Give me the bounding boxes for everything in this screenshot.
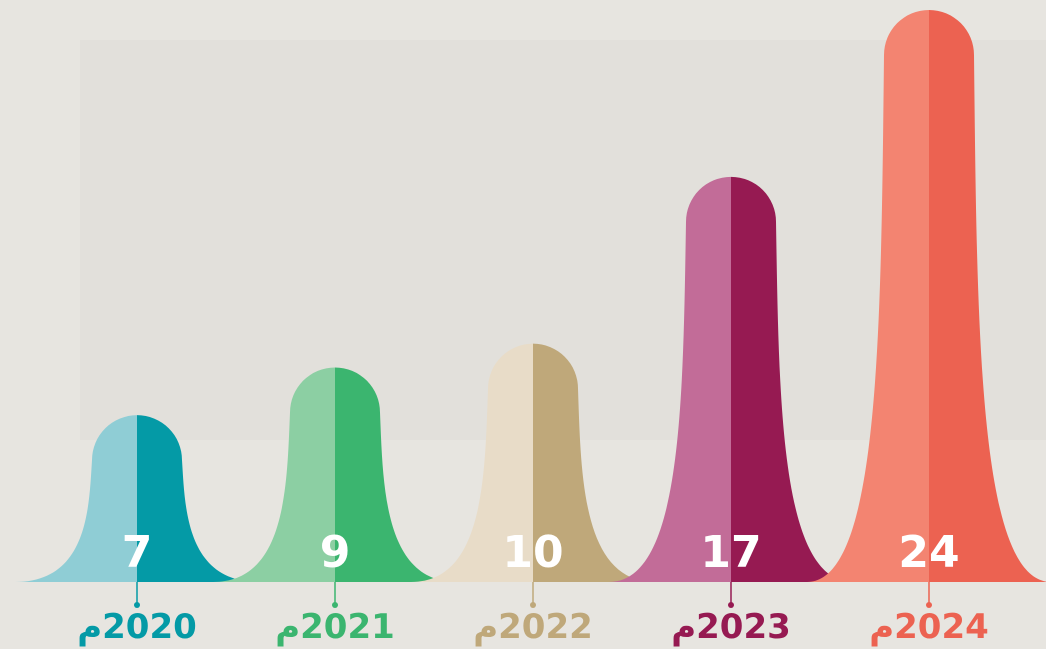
connector-dot <box>530 602 536 608</box>
category-label: 2020م <box>77 607 197 647</box>
connector-dot <box>134 602 140 608</box>
category-label: 2024م <box>869 607 989 647</box>
bell-left <box>15 415 137 582</box>
category-label: 2021م <box>275 607 395 647</box>
category-label: 2022م <box>473 607 593 647</box>
bell-left <box>807 10 929 582</box>
bell-right <box>929 10 1046 582</box>
bell-right <box>137 415 259 582</box>
category-label: 2023م <box>671 607 791 647</box>
connector-dot <box>926 602 932 608</box>
bell-left <box>411 343 533 582</box>
bell-right <box>533 343 655 582</box>
connector-dot <box>728 602 734 608</box>
bell-right <box>335 367 457 582</box>
bell-left <box>609 176 731 583</box>
bell-left <box>213 367 335 582</box>
connector-dot <box>332 602 338 608</box>
value-label: 17 <box>700 527 761 578</box>
bell-right <box>731 176 853 583</box>
value-label: 7 <box>122 527 153 578</box>
value-label: 10 <box>502 527 563 578</box>
value-label: 9 <box>320 527 351 578</box>
value-label: 24 <box>898 527 959 578</box>
